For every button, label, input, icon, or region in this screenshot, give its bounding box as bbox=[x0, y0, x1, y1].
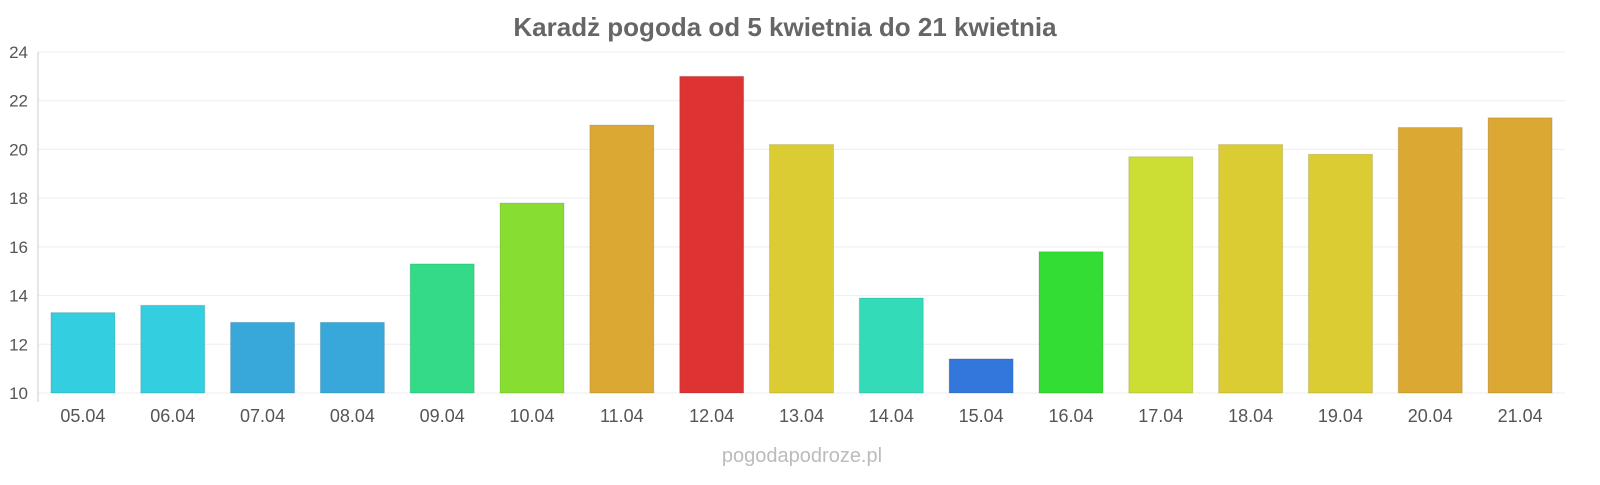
y-tick-label: 22 bbox=[9, 92, 28, 111]
y-tick-label: 14 bbox=[9, 287, 28, 306]
bar-09.04[interactable] bbox=[409, 263, 475, 394]
bar-11.04[interactable] bbox=[589, 124, 655, 394]
x-tick-label: 21.04 bbox=[1498, 406, 1543, 426]
x-tick-label: 05.04 bbox=[60, 406, 105, 426]
x-tick-label: 14.04 bbox=[869, 406, 914, 426]
x-tick-label: 20.04 bbox=[1408, 406, 1453, 426]
x-tick-label: 06.04 bbox=[150, 406, 195, 426]
watermark: pogodapodroze.pl bbox=[722, 445, 882, 467]
bar-07.04[interactable] bbox=[230, 321, 296, 394]
y-tick-label: 24 bbox=[9, 43, 28, 62]
x-tick-label: 16.04 bbox=[1048, 406, 1093, 426]
x-tick-label: 13.04 bbox=[779, 406, 824, 426]
y-tick-label: 16 bbox=[9, 238, 28, 257]
bar-14.04[interactable] bbox=[858, 297, 924, 394]
x-tick-label: 18.04 bbox=[1228, 406, 1273, 426]
bar-15.04[interactable] bbox=[948, 358, 1014, 394]
bar-18.04[interactable] bbox=[1218, 144, 1284, 394]
x-tick-label: 17.04 bbox=[1138, 406, 1183, 426]
y-tick-label: 12 bbox=[9, 335, 28, 354]
x-tick-label: 12.04 bbox=[689, 406, 734, 426]
bar-16.04[interactable] bbox=[1038, 251, 1104, 394]
x-tick-label: 08.04 bbox=[330, 406, 375, 426]
bar-21.04[interactable] bbox=[1487, 117, 1553, 394]
bar-13.04[interactable] bbox=[769, 144, 834, 394]
y-tick-label: 18 bbox=[9, 189, 28, 208]
x-tick-label: 11.04 bbox=[600, 406, 644, 426]
bar-17.04[interactable] bbox=[1128, 156, 1194, 394]
x-tick-label: 10.04 bbox=[510, 406, 555, 426]
bar-05.04[interactable] bbox=[50, 312, 116, 394]
bar-06.04[interactable] bbox=[140, 304, 206, 394]
y-tick-label: 20 bbox=[9, 140, 28, 159]
bar-12.04[interactable] bbox=[679, 75, 745, 394]
bar-19.04[interactable] bbox=[1307, 153, 1373, 394]
x-tick-label: 07.04 bbox=[240, 406, 285, 426]
x-tick-label: 15.04 bbox=[959, 406, 1004, 426]
x-tick-label: 19.04 bbox=[1318, 406, 1363, 426]
y-tick-label: 10 bbox=[9, 384, 28, 403]
chart-title: Karadż pogoda od 5 kwietnia do 21 kwietn… bbox=[513, 12, 1057, 42]
bar-20.04[interactable] bbox=[1397, 127, 1463, 394]
x-tick-label: 09.04 bbox=[420, 406, 465, 426]
bar-10.04[interactable] bbox=[499, 202, 565, 394]
bar-08.04[interactable] bbox=[319, 321, 385, 394]
